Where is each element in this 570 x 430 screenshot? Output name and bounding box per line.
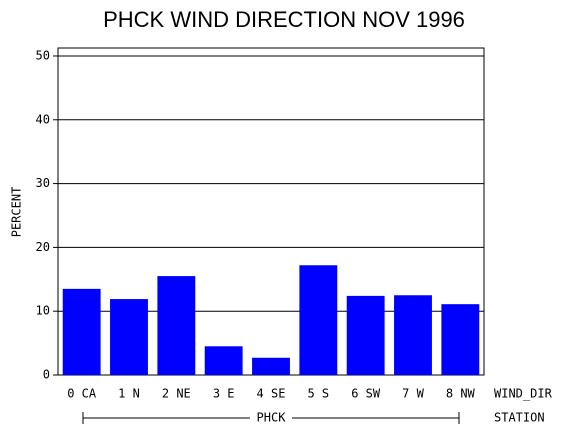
bar [204, 346, 243, 375]
y-tick-label: 30 [36, 176, 50, 190]
x-axis-label: WIND_DIR [494, 387, 553, 401]
y-tick-label: 0 [43, 368, 50, 382]
x-tick-label: 6 SW [351, 387, 381, 401]
y-tick-label: 50 [36, 48, 50, 62]
y-axis-label: PERCENT [10, 187, 24, 238]
bar [394, 295, 432, 375]
group-label: PHCK [257, 411, 287, 425]
bar [346, 295, 385, 375]
y-tick-label: 10 [36, 304, 50, 318]
x-tick-label: 0 CA [67, 387, 97, 401]
group-label-bg [250, 410, 292, 426]
bar [110, 299, 148, 375]
bar [252, 357, 290, 375]
bar [299, 265, 338, 375]
x-tick-label: 1 N [118, 387, 140, 401]
y-tick-label: 20 [36, 240, 50, 254]
bar [441, 304, 480, 375]
chart-title: PHCK WIND DIRECTION NOV 1996 [103, 7, 465, 32]
x-tick-label: 5 S [307, 387, 329, 401]
x-tick-label: 7 W [402, 387, 424, 401]
x-tick-label: 4 SE [257, 387, 286, 401]
x-tick-label: 3 E [213, 387, 235, 401]
x-tick-label: 8 NW [446, 387, 476, 401]
y-tick-label: 40 [36, 112, 50, 126]
bar [62, 288, 101, 375]
x-tick-label: 2 NE [162, 387, 191, 401]
bar [157, 276, 196, 375]
group-axis-label: STATION [494, 411, 545, 425]
